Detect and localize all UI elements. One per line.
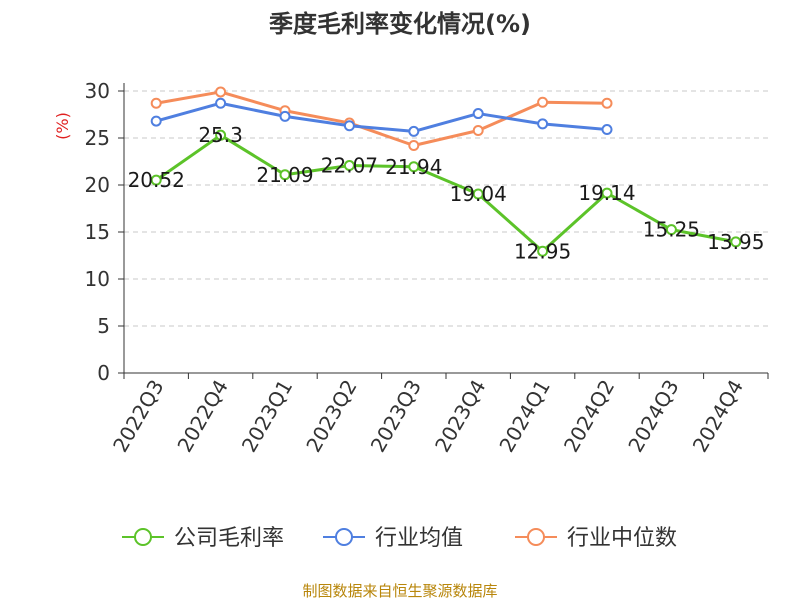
legend-label: 行业中位数 — [567, 526, 677, 551]
x-tick-label: 2024Q3 — [623, 376, 683, 457]
series-0 — [150, 129, 742, 257]
data-point — [150, 115, 162, 127]
data-point — [537, 96, 549, 108]
y-axis-label: (%) — [53, 112, 72, 140]
data-point — [343, 160, 355, 172]
data-point — [730, 236, 742, 248]
x-tick-label: 2023Q3 — [366, 376, 426, 457]
legend-item[interactable]: 行业均值 — [323, 526, 463, 551]
data-point — [472, 188, 484, 200]
y-tick-label: 25 — [85, 126, 110, 150]
legend-item[interactable]: 公司毛利率 — [122, 526, 284, 551]
data-label: 25.3 — [198, 123, 243, 147]
legend-marker — [335, 528, 353, 546]
legend-marker — [527, 528, 545, 546]
data-point — [537, 245, 549, 257]
x-tick-label: 2024Q4 — [688, 376, 748, 457]
x-tick-label: 2024Q1 — [494, 376, 554, 457]
x-tick-label: 2023Q1 — [237, 376, 297, 457]
legend-item[interactable]: 行业中位数 — [515, 526, 677, 551]
y-tick-label: 0 — [97, 361, 110, 385]
data-point — [343, 120, 355, 132]
data-point — [215, 97, 227, 109]
data-point — [472, 124, 484, 136]
series-line — [155, 90, 608, 148]
legend-label: 公司毛利率 — [174, 526, 284, 551]
y-tick-label: 15 — [85, 220, 110, 244]
data-label: 19.04 — [450, 182, 507, 206]
data-point — [601, 97, 613, 109]
data-point — [408, 161, 420, 173]
y-tick-label: 20 — [85, 173, 110, 197]
data-label: 15.25 — [643, 218, 700, 242]
data-point — [665, 224, 677, 236]
x-tick-label: 2022Q3 — [108, 376, 168, 457]
data-label: 22.07 — [321, 154, 378, 178]
data-point — [150, 97, 162, 109]
data-point — [408, 125, 420, 137]
data-label: 13.95 — [707, 230, 764, 254]
series-1 — [150, 97, 613, 137]
chart-title: 季度毛利率变化情况(%) — [269, 10, 531, 38]
data-label: 19.14 — [578, 181, 635, 205]
data-point — [215, 129, 227, 141]
data-point — [279, 110, 291, 122]
series-line — [155, 101, 608, 133]
data-point — [537, 118, 549, 130]
data-point — [279, 169, 291, 181]
data-point — [472, 108, 484, 120]
data-point — [215, 86, 227, 98]
data-labels: 20.52 25.3 21.09 22.07 21.94 19.04 12.95 19.14 1… — [128, 123, 765, 263]
series-line — [155, 133, 737, 253]
x-tick-label: 2024Q2 — [559, 376, 619, 457]
data-label: 20.52 — [128, 168, 185, 192]
y-tick-label: 5 — [97, 314, 110, 338]
legend-marker — [134, 528, 152, 546]
source-note: 制图数据来自恒生聚源数据库 — [302, 582, 497, 600]
data-point — [601, 124, 613, 136]
legend[interactable]: 公司毛利率 行业均值 行业中位数 — [122, 526, 677, 551]
series-2 — [150, 86, 613, 152]
data-point — [601, 187, 613, 199]
x-tick-label: 2023Q2 — [301, 376, 361, 457]
x-tick-label: 2023Q4 — [430, 376, 490, 457]
data-label: 12.95 — [514, 239, 571, 263]
data-label: 21.94 — [385, 155, 442, 179]
data-label: 21.09 — [256, 163, 313, 187]
legend-label: 行业均值 — [375, 526, 463, 551]
data-point — [150, 174, 162, 186]
x-tick-label: 2022Q4 — [172, 376, 232, 457]
y-tick-label: 30 — [85, 79, 110, 103]
y-tick-label: 10 — [85, 267, 110, 291]
data-point — [408, 140, 420, 152]
series-layer — [150, 86, 742, 257]
